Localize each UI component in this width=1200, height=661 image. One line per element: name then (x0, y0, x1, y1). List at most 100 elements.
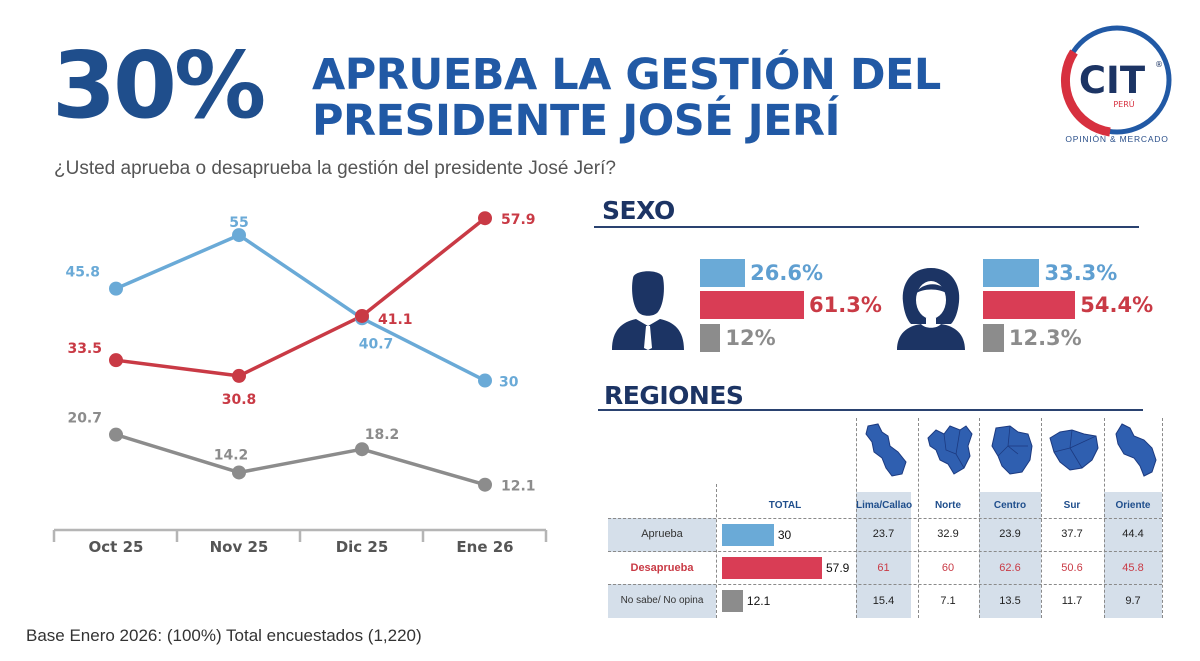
sexo-hombre-no-sabe-value: 12% (725, 326, 776, 350)
no_sabe-point (355, 442, 369, 457)
aprueba-series-line (115, 233, 486, 383)
col-header-norte: Norte (934, 500, 962, 511)
table-divider (608, 518, 1162, 519)
cell-no-sabe-norte: 7.1 (940, 595, 956, 607)
no_sabe-point (478, 477, 492, 492)
sexo-rule (594, 226, 1139, 228)
aprueba-point (109, 281, 123, 296)
cell-no-sabe-centro: 13.5 (999, 595, 1021, 607)
no_sabe-data-label: 18.2 (365, 427, 400, 443)
centro-column-shade (979, 492, 1041, 618)
total-desaprueba-value: 57.9 (826, 561, 850, 575)
sexo-mujer-no-sabe-value: 12.3% (1008, 326, 1082, 350)
table-divider (856, 418, 857, 618)
sexo-hombre-aprueba-value: 26.6% (750, 261, 823, 285)
sexo-title: SEXO (602, 196, 675, 225)
aprueba-row-shade (608, 518, 716, 552)
oriente-map-icon (1115, 423, 1157, 477)
headline-title-line1: APRUEBA LA GESTIÓN DEL (312, 50, 941, 100)
total-aprueba-value: 30 (777, 528, 792, 542)
total-no-sabe-value: 12.1 (746, 594, 771, 608)
aprueba-data-label: 55 (229, 215, 248, 231)
desaprueba-series-line (115, 216, 487, 378)
no_sabe-data-label: 12.1 (501, 479, 536, 495)
aprueba-point (478, 373, 492, 388)
desaprueba-point (232, 368, 246, 383)
desaprueba-data-label: 33.5 (67, 341, 102, 357)
headline-title: APRUEBA LA GESTIÓN DEL PRESIDENTE JOSÉ J… (312, 52, 941, 144)
no_sabe-series-line (115, 432, 486, 487)
lima-callao-column-shade (856, 492, 911, 618)
total-desaprueba-bar (722, 557, 822, 579)
headline-percent: 30% (52, 32, 266, 139)
cell-desaprueba-centro: 62.6 (999, 562, 1021, 574)
cell-aprueba-centro: 23.9 (999, 528, 1021, 540)
regiones-title: REGIONES (604, 381, 744, 410)
no_sabe-point (232, 465, 246, 480)
oriente-column-shade (1104, 492, 1162, 618)
regiones-rule (598, 409, 1143, 411)
cell-aprueba-oriente: 44.4 (1122, 528, 1144, 540)
desaprueba-point (355, 308, 369, 323)
cell-desaprueba-lima-callao: 61 (877, 562, 890, 574)
sexo-mujer-desaprueba-value: 54.4% (1080, 293, 1154, 317)
survey-question: ¿Usted aprueba o desaprueba la gestión d… (54, 158, 616, 179)
cell-aprueba-lima-callao: 23.7 (872, 528, 895, 540)
table-divider (1162, 418, 1163, 618)
table-divider (979, 418, 980, 618)
cell-aprueba-sur: 37.7 (1061, 528, 1083, 540)
col-header-sur: Sur (1063, 500, 1081, 511)
table-divider (918, 418, 919, 618)
regiones-table: TOTAL Lima/Callao Norte Centro Sur Orien… (600, 414, 1190, 624)
logo-name: CIT (1079, 59, 1146, 102)
no_sabe-data-label: 14.2 (214, 447, 249, 463)
row-label-no-sabe: No sabe/ No opina (620, 595, 704, 606)
sexo-mujer-desaprueba-bar (983, 291, 1076, 319)
desaprueba-data-label: 57.9 (501, 212, 536, 228)
col-header-total: TOTAL (768, 500, 802, 511)
sexo-mujer-no-sabe-bar (983, 324, 1004, 352)
lima-callao-map-icon (865, 423, 907, 477)
cell-no-sabe-oriente: 9.7 (1125, 595, 1141, 607)
sur-map-icon (1049, 429, 1099, 471)
logo-reg: ® (1155, 60, 1163, 69)
col-header-lima-callao: Lima/Callao (856, 500, 913, 511)
no_sabe-data-label: 20.7 (67, 411, 102, 427)
sexo-mujer-aprueba-value: 33.3% (1044, 261, 1118, 285)
footer-base-note: Base Enero 2026: (100%) Total encuestado… (26, 626, 422, 645)
cell-no-sabe-lima-callao: 15.4 (872, 595, 895, 607)
aprueba-data-label: 30 (499, 375, 519, 391)
desaprueba-point (109, 353, 123, 368)
x-tick-label: Ene 26 (456, 538, 513, 556)
x-tick-label: Oct 25 (89, 538, 144, 556)
desaprueba-data-label: 30.8 (222, 392, 257, 408)
norte-map-icon (927, 425, 973, 475)
row-label-desaprueba: Desaprueba (630, 562, 694, 574)
aprueba-data-label: 40.7 (359, 336, 394, 352)
desaprueba-point (478, 211, 492, 226)
col-header-oriente: Oriente (1115, 500, 1151, 511)
sexo-hombre-no-sabe-bar (700, 324, 721, 352)
trend-line-chart: 20.7 14.2 18.2 12.1 45.8 55 40.7 30 33.5 30.8 41.1… (52, 211, 548, 556)
aprueba-point (232, 228, 246, 243)
x-tick-label: Dic 25 (336, 538, 389, 556)
sexo-hombre-desaprueba-bar (700, 291, 804, 319)
no-sabe-row-shade (608, 584, 716, 618)
cell-aprueba-norte: 32.9 (937, 528, 959, 540)
table-divider (1104, 418, 1105, 618)
sexo-hombre-aprueba-bar (700, 259, 746, 287)
man-icon (612, 271, 684, 350)
total-no-sabe-bar (722, 590, 743, 612)
table-divider (1041, 418, 1042, 618)
headline-title-line2: PRESIDENTE JOSÉ JERÍ (312, 96, 841, 146)
logo-country: PERÚ (1113, 98, 1134, 109)
table-divider (608, 584, 1162, 585)
sexo-mujer-aprueba-bar (983, 259, 1040, 287)
cell-desaprueba-sur: 50.6 (1061, 562, 1083, 574)
aprueba-data-label: 45.8 (65, 265, 100, 281)
centro-map-icon (991, 425, 1033, 475)
col-header-centro: Centro (993, 500, 1027, 511)
sexo-hombre-desaprueba-value: 61.3% (809, 293, 882, 317)
woman-icon (897, 268, 965, 350)
table-divider (716, 484, 717, 618)
